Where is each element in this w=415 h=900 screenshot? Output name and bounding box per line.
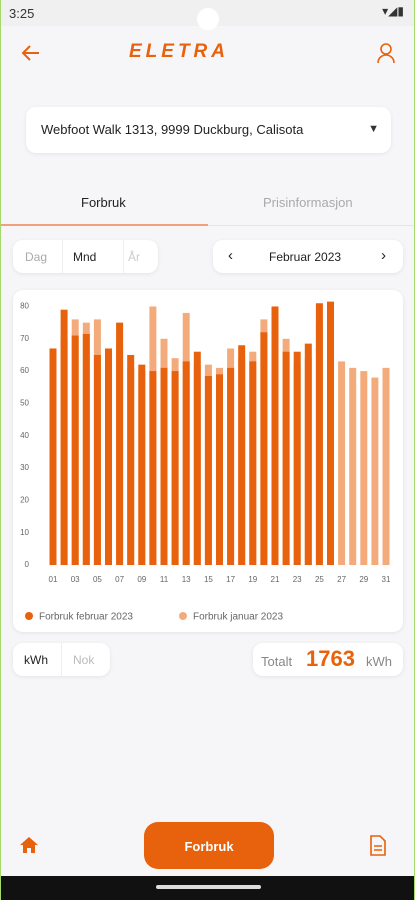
y-tick-label: 50 [20, 399, 29, 408]
y-tick-label: 80 [20, 302, 29, 311]
y-tick-label: 30 [20, 463, 29, 472]
x-tick-label: 05 [93, 575, 102, 584]
bar [327, 301, 334, 565]
unit-toggle: kWh Nok [13, 643, 110, 676]
x-tick-label: 13 [182, 575, 191, 584]
x-tick-label: 03 [71, 575, 80, 584]
x-tick-label: 31 [382, 575, 391, 584]
total-unit: kWh [366, 654, 392, 669]
period-selector: ‹ Februar 2023 › [213, 240, 403, 273]
x-tick-label: 19 [248, 575, 257, 584]
mode-active [62, 240, 124, 273]
total-label: Totalt [261, 654, 293, 669]
bar [71, 335, 79, 565]
x-tick-label: 25 [315, 575, 324, 584]
bar [349, 367, 357, 565]
bar [149, 371, 157, 565]
x-tick-label: 11 [160, 575, 169, 584]
prev-button[interactable]: ‹ [228, 247, 233, 264]
bar [371, 377, 379, 565]
profile-button[interactable] [376, 42, 396, 64]
status-time: 3:25 [9, 6, 35, 21]
bar [49, 348, 57, 565]
period-mode-toggle: Dag Mnd År [13, 240, 158, 273]
dropdown-arrow: ▼ [368, 123, 379, 135]
y-tick-label: 60 [20, 366, 29, 375]
bar [293, 351, 301, 565]
x-tick-label: 21 [271, 575, 280, 584]
bar [105, 348, 112, 565]
bar [116, 322, 124, 565]
x-tick-label: 27 [337, 575, 346, 584]
address-text: Webfoot Walk 1313, 9999 Duckburg, Caliso… [41, 122, 304, 137]
y-tick-label: 10 [20, 528, 29, 537]
tab[interactable]: Forbruk [81, 195, 126, 210]
unit-divider [61, 643, 62, 676]
document-button[interactable] [369, 835, 387, 856]
mode-option[interactable]: Mnd [73, 250, 97, 264]
legend-swatch [179, 612, 187, 620]
bar [60, 309, 68, 565]
bar [216, 374, 223, 565]
unit-option[interactable]: kWh [24, 653, 48, 667]
bar [260, 332, 268, 565]
legend-label: Forbruk januar 2023 [193, 612, 283, 623]
period-label: Februar 2023 [269, 250, 342, 264]
bar [227, 367, 235, 565]
tab-indicator [1, 224, 208, 226]
mode-option[interactable]: År [128, 250, 140, 264]
nav-button[interactable] [144, 822, 274, 869]
x-tick-label: 07 [115, 575, 124, 584]
x-tick-label: 23 [293, 575, 302, 584]
logo: ELETRA [129, 41, 229, 62]
bar [382, 367, 390, 565]
back-button[interactable] [19, 42, 41, 64]
bar [249, 361, 257, 565]
bar [338, 361, 346, 565]
mode-option[interactable]: Dag [25, 250, 48, 264]
bar [171, 371, 179, 565]
camera [197, 8, 219, 30]
tab-divider [208, 225, 414, 226]
total-box: Totalt 1763 kWh [253, 643, 403, 676]
bar [282, 351, 290, 565]
bar [127, 354, 135, 565]
address-dropdown[interactable]: Webfoot Walk 1313, 9999 Duckburg, Caliso… [26, 107, 391, 153]
x-tick-label: 29 [359, 575, 368, 584]
bar [93, 354, 101, 565]
x-tick-label: 01 [49, 575, 58, 584]
x-tick-label: 17 [226, 575, 235, 584]
y-tick-label: 70 [20, 334, 29, 343]
tab[interactable]: Prisinformasjon [263, 195, 353, 210]
bar [82, 333, 90, 565]
legend-swatch [25, 612, 33, 620]
nav-button-label: Forbruk [184, 839, 234, 854]
bar [138, 364, 146, 565]
y-tick-label: 20 [20, 495, 29, 504]
total-value: 1763 [306, 646, 355, 671]
bar [182, 361, 190, 565]
bar [304, 343, 312, 565]
bar [315, 303, 323, 565]
bar [360, 371, 368, 565]
bar [271, 306, 279, 565]
home-button[interactable] [19, 836, 39, 854]
next-button[interactable]: › [381, 247, 386, 264]
home-indicator [156, 885, 261, 889]
bar [204, 375, 212, 565]
legend-label: Forbruk februar 2023 [39, 612, 133, 623]
status-icons: ▾◢▮ [382, 4, 404, 18]
y-tick-label: 40 [20, 431, 29, 440]
bar [160, 367, 168, 565]
bar [238, 345, 246, 565]
x-tick-label: 09 [137, 575, 146, 584]
y-tick-label: 0 [25, 560, 30, 569]
bar [193, 351, 201, 565]
status-bar: 3:25 ▾◢▮ [1, 0, 414, 30]
unit-option[interactable]: Nok [73, 653, 95, 667]
x-tick-label: 15 [204, 575, 213, 584]
